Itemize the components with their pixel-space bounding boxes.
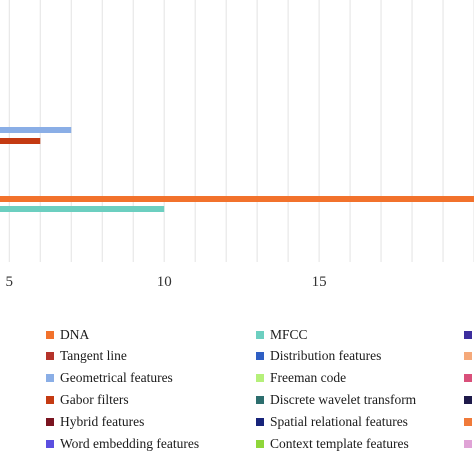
- legend-swatch: [464, 396, 472, 404]
- legend-column-3-swatches: [464, 331, 472, 448]
- legend-label: Geometrical features: [60, 370, 173, 385]
- legend-swatch: [464, 352, 472, 360]
- legend-swatch: [46, 374, 54, 382]
- bar: [0, 138, 41, 144]
- legend-swatch: [256, 440, 264, 448]
- legend-label: DNA: [60, 327, 90, 342]
- legend-label: Word embedding features: [60, 436, 200, 451]
- legend-item: Distribution features: [256, 347, 381, 365]
- legend-label: Tangent line: [60, 348, 127, 363]
- bar: [0, 127, 72, 133]
- legend-item: Tangent line: [46, 347, 127, 365]
- legend-swatch: [464, 331, 472, 339]
- legend-swatch: [256, 418, 264, 426]
- legend-item: Word embedding features: [46, 435, 199, 453]
- legend-item: Discrete wavelet transform: [256, 391, 416, 409]
- legend-swatch: [256, 352, 264, 360]
- legend-item: Geometrical features: [46, 369, 173, 387]
- legend-label: MFCC: [270, 327, 308, 342]
- legend-swatch: [46, 352, 54, 360]
- x-tick-label: 15: [312, 274, 327, 290]
- legend-item: Context template features: [256, 435, 409, 453]
- legend-swatch: [256, 374, 264, 382]
- legend-label: Freeman code: [270, 370, 347, 385]
- legend-item: Hybrid features: [46, 413, 144, 431]
- legend-item: MFCC: [256, 326, 308, 344]
- legend-swatch: [464, 418, 472, 426]
- legend-item: DNA: [46, 326, 89, 344]
- x-tick-labels: 5 10 15: [6, 274, 327, 290]
- bar: [0, 196, 474, 202]
- legend-swatch: [46, 418, 54, 426]
- legend-label: Context template features: [270, 436, 409, 451]
- legend-swatch: [464, 440, 472, 448]
- gridlines: [8, 0, 474, 262]
- legend-label: Gabor filters: [60, 392, 129, 407]
- x-tick-label: 10: [157, 274, 172, 290]
- legend-swatch: [464, 374, 472, 382]
- legend-label: Distribution features: [270, 348, 382, 363]
- legend-swatch: [256, 331, 264, 339]
- legend-label: Hybrid features: [60, 414, 145, 429]
- legend-swatch: [46, 331, 54, 339]
- legend-item: Gabor filters: [46, 391, 129, 409]
- legend-label: Spatial relational features: [270, 414, 408, 429]
- legend-item: Freeman code: [256, 369, 346, 387]
- x-tick-label: 5: [6, 274, 14, 290]
- legend-item: Spatial relational features: [256, 413, 408, 431]
- legend-swatch: [46, 440, 54, 448]
- legend-swatch: [46, 396, 54, 404]
- bars: [0, 127, 474, 212]
- bar: [0, 206, 165, 212]
- legend-label: Discrete wavelet transform: [270, 392, 417, 407]
- legend-swatch: [256, 396, 264, 404]
